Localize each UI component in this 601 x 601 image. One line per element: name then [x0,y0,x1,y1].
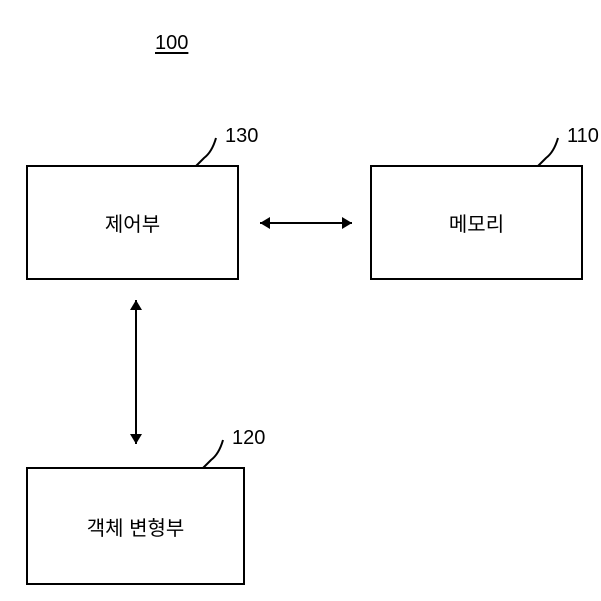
ref-label-control: 130 [225,125,258,148]
block-control: 제어부 [26,165,239,280]
ref-label-memory: 110 [567,125,599,148]
block-transform: 객체 변형부 [26,467,245,585]
block-memory: 메모리 [370,165,583,280]
ref-label-transform: 120 [232,427,265,450]
block-label-memory: 메모리 [449,208,504,237]
block-label-control: 제어부 [105,208,160,237]
block-label-transform: 객체 변형부 [87,512,185,541]
diagram-title: 100 [155,32,188,55]
